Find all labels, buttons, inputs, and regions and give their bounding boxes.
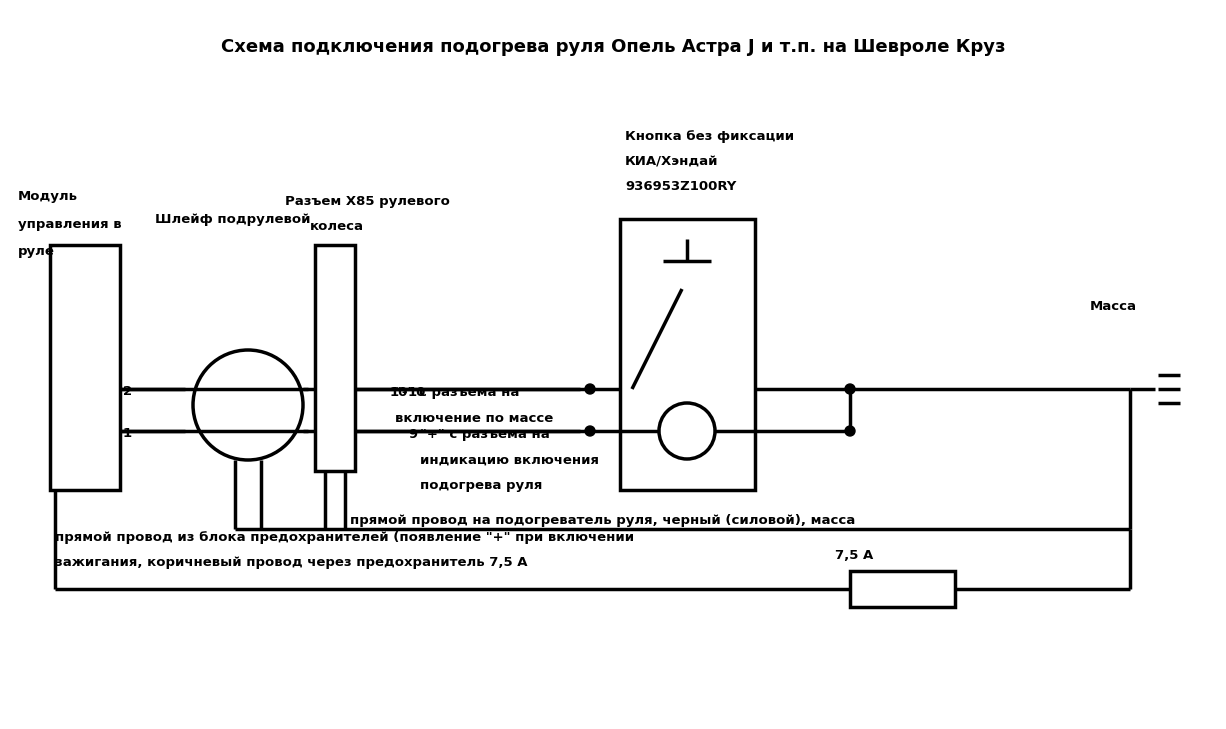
Text: Разъем Х85 рулевого: Разъем Х85 рулевого <box>284 195 450 208</box>
Text: 9: 9 <box>408 428 417 441</box>
Text: руле: руле <box>18 245 55 258</box>
Circle shape <box>660 403 715 459</box>
Text: Кнопка без фиксации: Кнопка без фиксации <box>625 130 794 143</box>
Text: КИА/Хэндай: КИА/Хэндай <box>625 155 718 168</box>
Bar <box>50 245 120 490</box>
Bar <box>620 219 755 490</box>
Text: 7,5 А: 7,5 А <box>835 549 873 562</box>
Text: зажигания, коричневый провод через предохранитель 7,5 А: зажигания, коричневый провод через предо… <box>55 556 527 569</box>
Bar <box>315 245 356 471</box>
Text: индикацию включения: индикацию включения <box>421 454 600 467</box>
Bar <box>850 571 955 607</box>
Text: Шлейф подрулевой: Шлейф подрулевой <box>154 213 310 226</box>
Text: подогрева руля: подогрева руля <box>421 479 542 492</box>
Text: 2: 2 <box>123 385 132 398</box>
Text: 936953Z100RY: 936953Z100RY <box>625 180 737 193</box>
Text: включение по массе: включение по массе <box>395 412 553 425</box>
Text: 10: 10 <box>408 386 427 399</box>
Text: управления в: управления в <box>18 218 121 231</box>
Text: Модуль: Модуль <box>18 190 78 203</box>
Circle shape <box>845 426 855 436</box>
Text: 10: 10 <box>390 386 408 399</box>
Circle shape <box>585 426 595 436</box>
Text: прямой провод на подогреватель руля, черный (силовой), масса: прямой провод на подогреватель руля, чер… <box>349 514 856 527</box>
Text: "+" с разъема на: "+" с разъема на <box>421 428 549 441</box>
Text: "-" с разъема на: "-" с разъема на <box>395 386 520 399</box>
Text: Схема подключения подогрева руля Опель Астра J и т.п. на Шевроле Круз: Схема подключения подогрева руля Опель А… <box>221 38 1005 56</box>
Circle shape <box>845 384 855 394</box>
Text: прямой провод из блока предохранителей (появление "+" при включении: прямой провод из блока предохранителей (… <box>55 531 634 544</box>
Text: 1: 1 <box>123 427 132 440</box>
Text: колеса: колеса <box>310 220 364 233</box>
Text: Масса: Масса <box>1090 300 1137 313</box>
Circle shape <box>585 384 595 394</box>
Circle shape <box>192 350 303 460</box>
